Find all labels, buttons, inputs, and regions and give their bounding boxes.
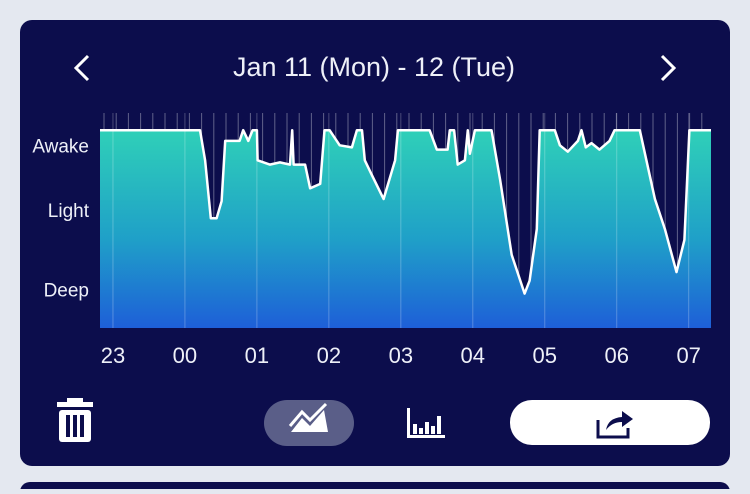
- y-tick-label: Light: [48, 201, 90, 222]
- prev-button[interactable]: [73, 54, 90, 82]
- x-tick-label: 04: [461, 343, 485, 368]
- x-tick-label: 05: [533, 343, 557, 368]
- next-button[interactable]: [660, 54, 677, 82]
- sleep-area: [100, 130, 711, 328]
- graph-view-button[interactable]: [264, 400, 354, 446]
- share-button[interactable]: [510, 400, 710, 445]
- x-tick-label: 23: [101, 343, 125, 368]
- bar-view-button[interactable]: [407, 408, 445, 438]
- x-tick-label: 06: [604, 343, 628, 368]
- chart: 23 00 01 02 03 04 05 06 07 Awake Light Deep: [32, 113, 711, 368]
- sleep-line: [100, 128, 711, 295]
- y-tick-label: Awake: [32, 136, 89, 157]
- next-card: [20, 482, 730, 494]
- date-title: Jan 11 (Mon) - 12 (Tue): [233, 52, 515, 82]
- x-tick-label: 00: [173, 343, 197, 368]
- y-tick-label: Deep: [44, 280, 89, 301]
- delete-button[interactable]: [57, 398, 93, 442]
- x-tick-label: 03: [389, 343, 413, 368]
- x-tick-label: 02: [317, 343, 341, 368]
- x-tick-label: 01: [245, 343, 269, 368]
- x-tick-label: 07: [676, 343, 700, 368]
